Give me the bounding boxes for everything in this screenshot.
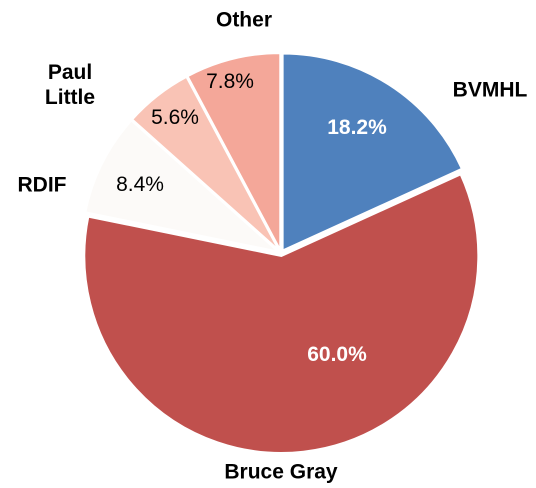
value-label: 7.8% bbox=[206, 70, 254, 93]
slice-label: Bruce Gray bbox=[224, 460, 338, 484]
pie-slice bbox=[84, 119, 282, 254]
slice-label: BVMHL bbox=[452, 78, 528, 102]
value-label: 60.0% bbox=[307, 343, 367, 366]
pie-slice bbox=[83, 173, 480, 454]
pie-slice bbox=[186, 52, 282, 251]
pie-slice bbox=[130, 75, 281, 252]
slice-label: RDIF bbox=[17, 173, 67, 197]
slice-label: Other bbox=[215, 8, 272, 32]
slice-label: Paul Little bbox=[44, 61, 96, 109]
value-label: 8.4% bbox=[116, 173, 164, 196]
value-label: 18.2% bbox=[327, 116, 387, 139]
pie-slice bbox=[281, 52, 464, 253]
value-label: 5.6% bbox=[151, 106, 199, 129]
